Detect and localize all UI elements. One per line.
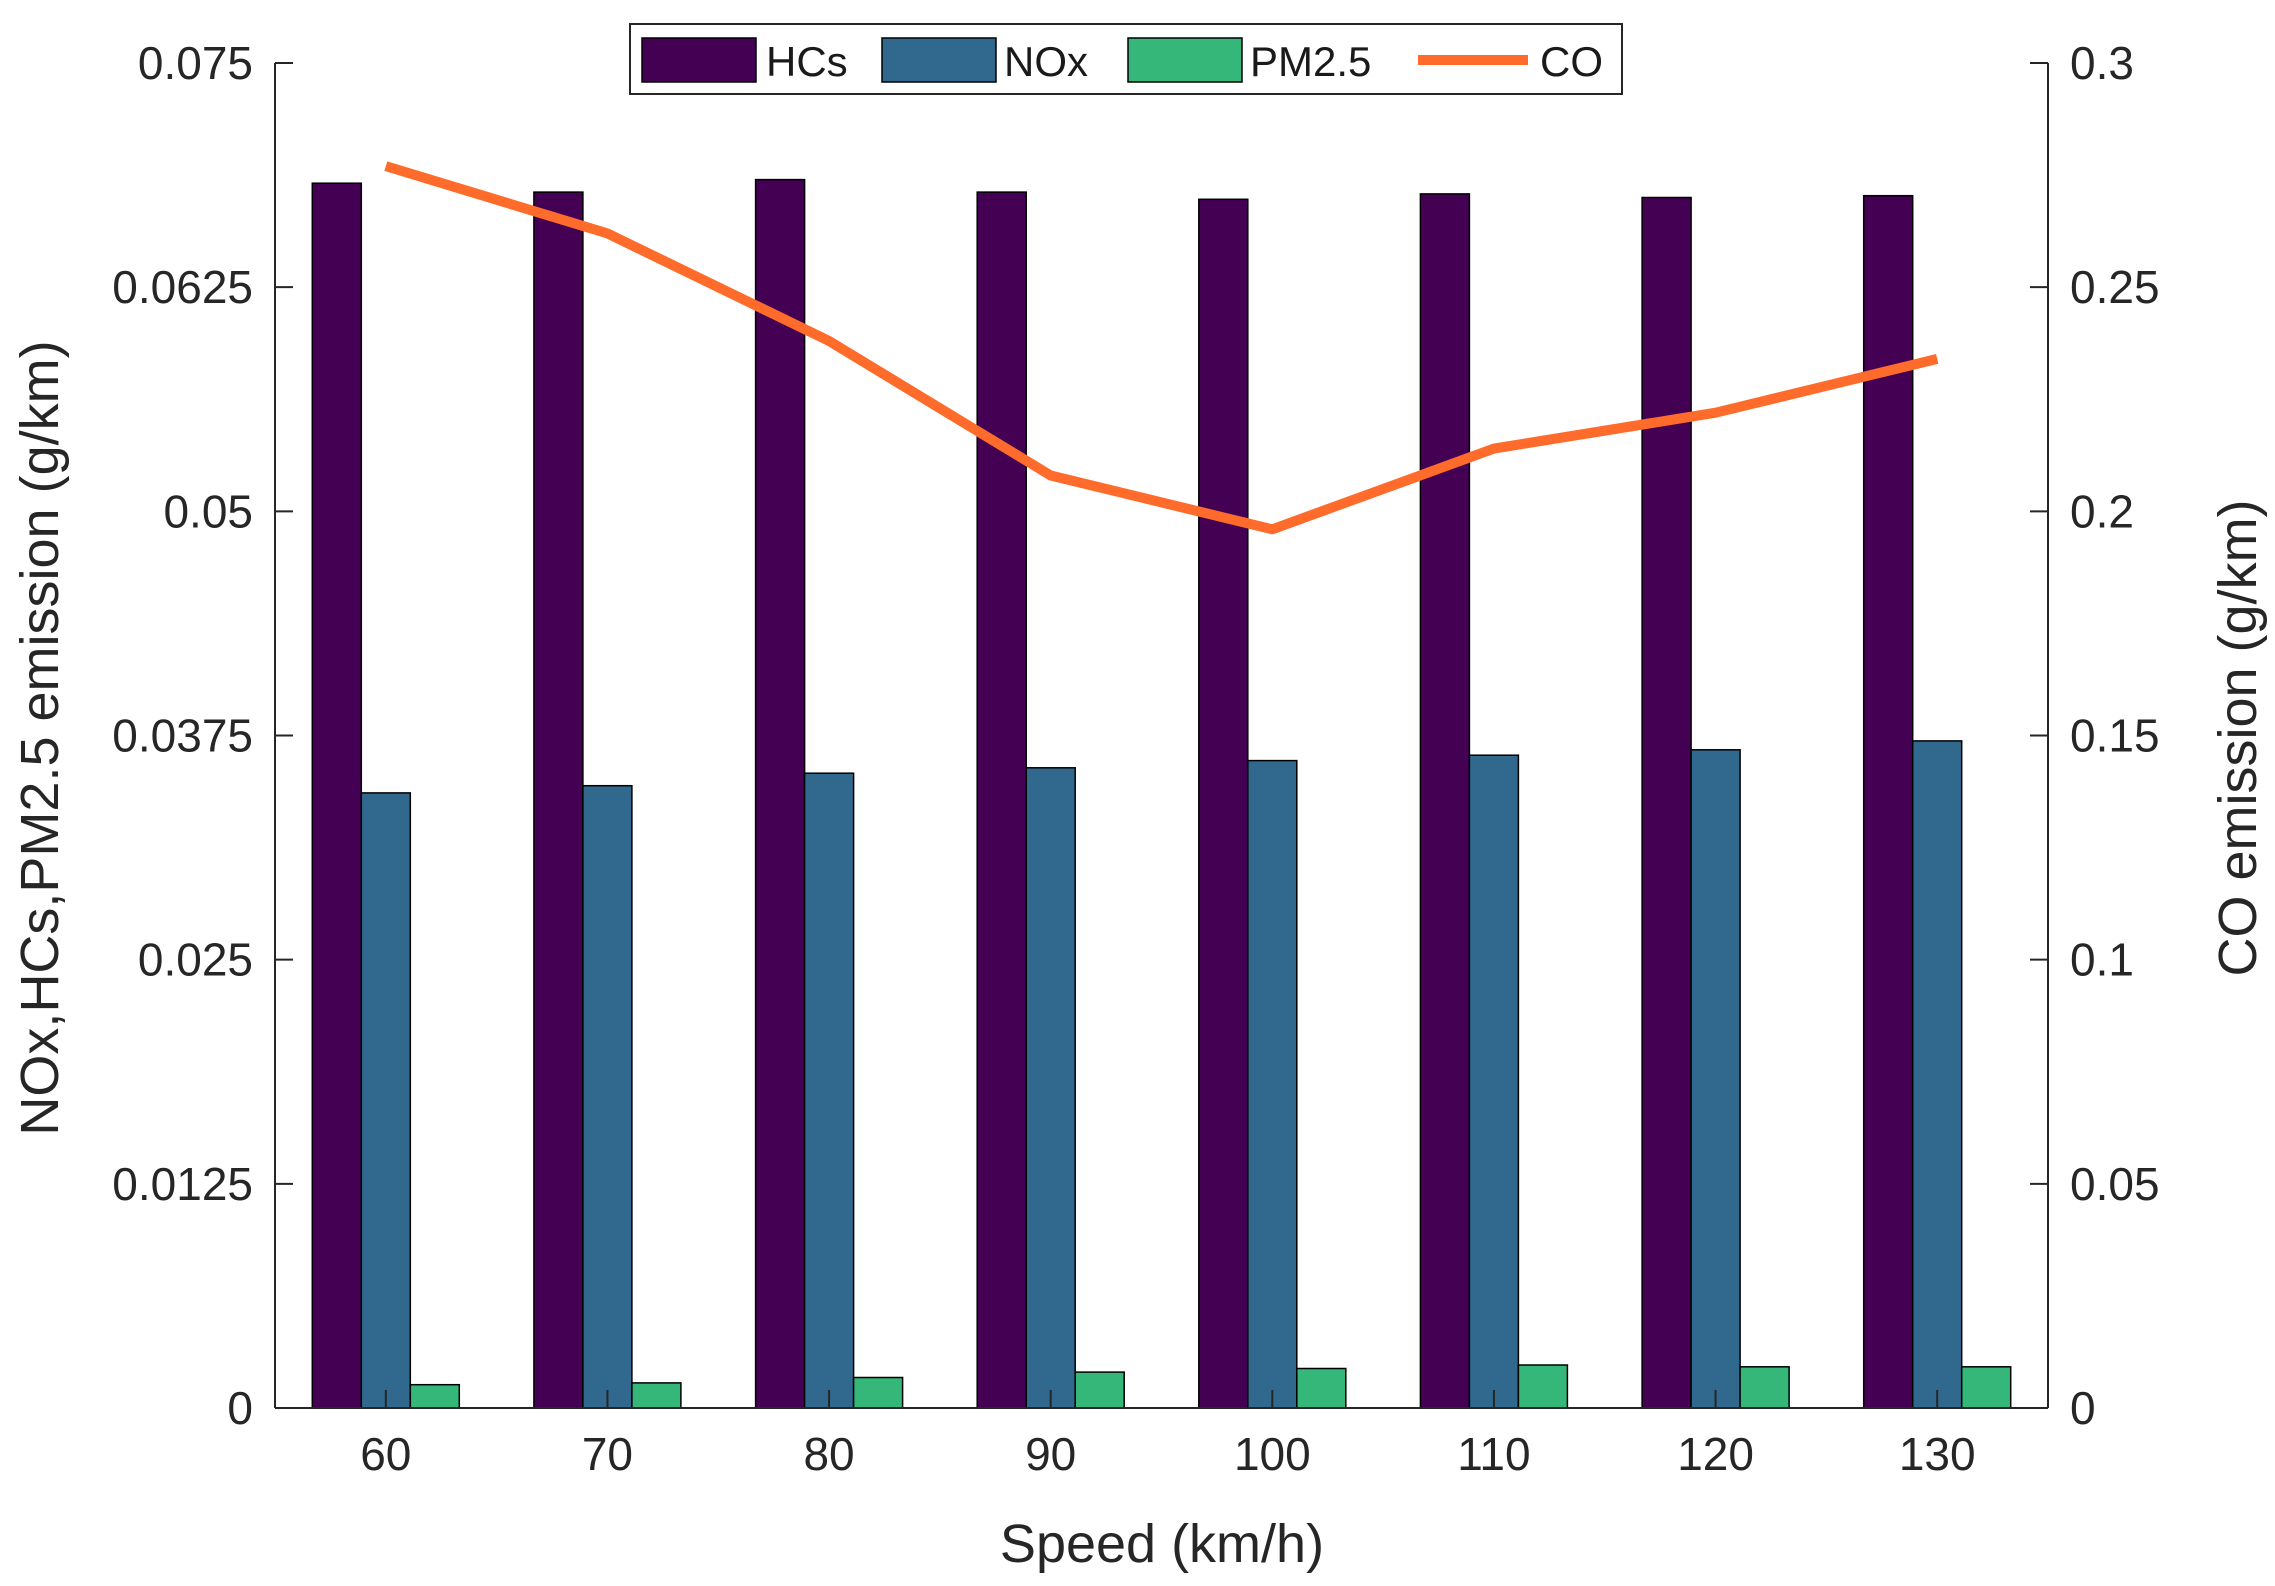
y-left-tick-label: 0.05 [163, 485, 253, 537]
bar-pm25-90 [1074, 1371, 1125, 1409]
x-tick-label: 90 [1025, 1428, 1076, 1480]
bar-nox-90 [1025, 767, 1076, 1409]
legend[interactable]: HCs NOx PM2.5 CO [629, 23, 1623, 95]
y-right-tick-labels: 0 0.05 0.1 0.15 0.2 0.25 0.3 [2070, 37, 2160, 1434]
bar-hcs-120 [1641, 196, 1692, 1409]
bar-pm25-70 [631, 1382, 682, 1409]
y-left-tick-label: 0 [227, 1382, 253, 1434]
x-axis-label: Speed (km/h) [1000, 1514, 1324, 1574]
y-axis-left-label: NOx,HCs,PM2.5 emission (g/km) [10, 340, 70, 1135]
bar-nox-120 [1690, 749, 1741, 1409]
bars-layer [311, 178, 2012, 1409]
legend-swatch-pm25 [1127, 37, 1243, 83]
bar-hcs-90 [976, 191, 1027, 1409]
y-left-tick-label: 0.025 [138, 934, 253, 986]
y-right-tick-label: 0.3 [2070, 37, 2134, 89]
x-tick-label: 60 [360, 1428, 411, 1480]
bar-pm25-130 [1960, 1366, 2012, 1409]
bar-hcs-100 [1198, 198, 1249, 1409]
co-series-line [384, 161, 1939, 535]
x-tick-label: 120 [1677, 1428, 1754, 1480]
bar-nox-110 [1468, 754, 1520, 1409]
x-tick-label: 100 [1234, 1428, 1311, 1480]
bar-hcs-80 [754, 178, 806, 1409]
bar-nox-100 [1247, 759, 1298, 1409]
y-right-tick-label: 0.05 [2070, 1158, 2160, 1210]
y-right-tick-label: 0.15 [2070, 710, 2160, 762]
co-line-layer [384, 161, 1939, 535]
bar-nox-60 [360, 792, 412, 1409]
legend-label-pm25: PM2.5 [1250, 38, 1371, 85]
legend-swatch-nox [881, 37, 997, 83]
y-right-tick-label: 0.2 [2070, 485, 2134, 537]
y-left-tick-label: 0.075 [138, 37, 253, 89]
bar-hcs-60 [311, 182, 363, 1409]
y-axis-right-label: CO emission (g/km) [2208, 499, 2268, 976]
x-tick-label: 80 [803, 1428, 854, 1480]
y-left-tick-labels: 0 0.0125 0.025 0.0375 0.05 0.0625 0.075 [112, 37, 253, 1434]
bar-pm25-120 [1739, 1366, 1790, 1409]
bar-hcs-130 [1862, 194, 1914, 1409]
y-left-tick-label: 0.0625 [112, 261, 253, 313]
y-right-tick-label: 0.1 [2070, 934, 2134, 986]
legend-swatch-hcs [641, 37, 757, 83]
y-left-tick-label: 0.0125 [112, 1158, 253, 1210]
bar-pm25-110 [1517, 1364, 1569, 1409]
x-tick-label: 110 [1457, 1428, 1530, 1480]
x-tick-labels: 60 70 80 90 100 110 120 130 [360, 1428, 1975, 1480]
bar-pm25-80 [852, 1376, 904, 1409]
bar-nox-80 [803, 772, 855, 1409]
x-tick-label: 130 [1899, 1428, 1976, 1480]
legend-label-nox: NOx [1004, 38, 1088, 85]
bar-hcs-110 [1419, 193, 1471, 1409]
y-right-tick-label: 0 [2070, 1382, 2096, 1434]
bar-nox-130 [1911, 740, 1963, 1409]
x-tick-label: 70 [582, 1428, 633, 1480]
y-left-tick-label: 0.0375 [112, 710, 253, 762]
axes-layer [274, 62, 2049, 1409]
legend-label-co: CO [1540, 38, 1603, 85]
bar-pm25-100 [1296, 1367, 1347, 1409]
bar-hcs-70 [533, 191, 584, 1409]
bar-pm25-60 [409, 1383, 461, 1409]
legend-label-hcs: HCs [766, 38, 848, 85]
y-right-tick-label: 0.25 [2070, 261, 2160, 313]
bar-nox-70 [582, 784, 633, 1409]
